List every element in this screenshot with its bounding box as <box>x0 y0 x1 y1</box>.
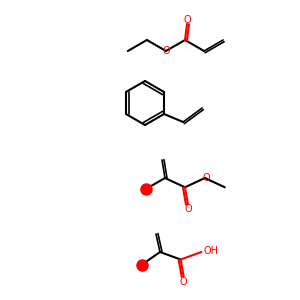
Text: OH: OH <box>204 246 219 256</box>
Text: O: O <box>180 277 188 286</box>
Text: O: O <box>202 173 210 183</box>
Text: O: O <box>183 15 191 25</box>
Text: O: O <box>184 204 192 214</box>
Text: O: O <box>162 46 170 56</box>
